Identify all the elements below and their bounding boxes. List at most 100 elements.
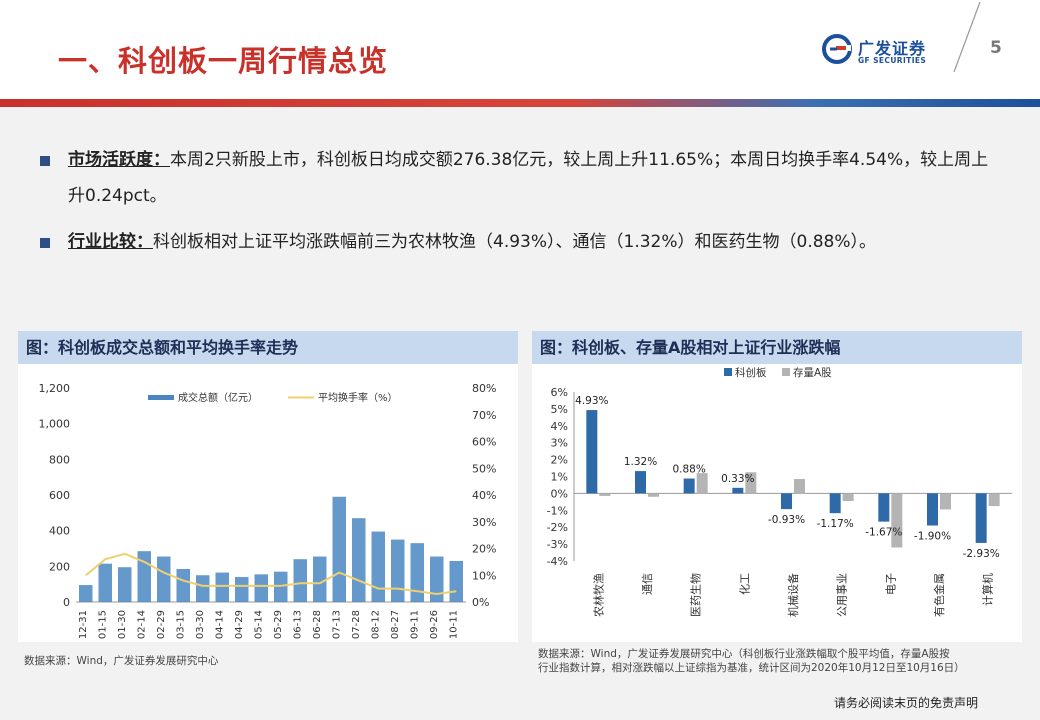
- y-right-tick-label: 0%: [472, 596, 489, 609]
- data-label: 0.33%: [721, 473, 754, 485]
- bullet-market-activity: 市场活跃度：本周2只新股上市，科创板日均成交额276.38亿元，较上周上升11.…: [40, 142, 1000, 214]
- category-label: 化工: [737, 573, 751, 595]
- turnover-bar: [293, 559, 307, 602]
- kcb-bar: [781, 493, 792, 510]
- data-label: -0.93%: [768, 514, 805, 526]
- kcb-bar: [927, 493, 938, 526]
- bullet-square-icon: [40, 238, 50, 248]
- y-right-tick-label: 10%: [472, 569, 496, 582]
- kcb-bar: [683, 478, 695, 494]
- kcb-bar: [586, 410, 598, 494]
- logo-chinese-name: 广发证券: [858, 39, 927, 58]
- bullet-body: 本周2只新股上市，科创板日均成交额276.38亿元，较上周上升11.65%；本周…: [68, 150, 989, 206]
- y-right-tick-label: 70%: [472, 409, 496, 422]
- x-tick-label: 08-27: [390, 610, 401, 639]
- header-color-bar: [0, 99, 1040, 107]
- x-tick-label: 09-11: [409, 610, 420, 639]
- gf-logo-icon: [822, 34, 852, 64]
- company-logo: 广发证券 GF SECURITIES: [822, 34, 952, 74]
- data-label: 4.93%: [575, 395, 608, 407]
- x-tick-label: 06-28: [312, 610, 323, 639]
- x-tick-label: 02-29: [156, 610, 167, 639]
- a-share-bar: [988, 493, 1000, 507]
- x-tick-label: 01-15: [97, 610, 108, 639]
- a-share-bar: [794, 479, 805, 494]
- category-label: 电子: [884, 573, 897, 595]
- data-label: 0.88%: [672, 464, 705, 476]
- category-label: 农林牧渔: [591, 573, 605, 617]
- y-tick-label: -3%: [547, 538, 568, 551]
- y-left-tick-label: 0: [63, 596, 70, 609]
- x-tick-label: 07-13: [331, 610, 342, 639]
- y-tick-label: 3%: [551, 437, 568, 450]
- bullet-text: 行业比较：科创板相对上证平均涨跌幅前三为农林牧渔（4.93%）、通信（1.32%…: [68, 224, 1000, 260]
- legend-kcb-swatch: [724, 368, 732, 376]
- a-share-bar: [745, 472, 757, 494]
- y-tick-label: 5%: [551, 403, 568, 416]
- turnover-bar: [118, 567, 132, 602]
- y-tick-label: 1%: [551, 471, 568, 484]
- y-tick-label: -1%: [547, 504, 568, 517]
- kcb-bar: [635, 471, 646, 494]
- logo-english-name: GF SECURITIES: [858, 56, 927, 65]
- turnover-bar: [235, 577, 249, 602]
- data-label: -1.17%: [817, 518, 854, 530]
- a-share-bar: [648, 493, 659, 497]
- kcb-bar: [732, 487, 744, 494]
- data-label: 1.32%: [624, 456, 657, 468]
- turnover-bar: [352, 518, 366, 602]
- a-share-bar: [599, 493, 611, 496]
- x-tick-label: 07-28: [351, 610, 362, 639]
- y-tick-label: 2%: [551, 454, 568, 467]
- bullet-square-icon: [40, 156, 50, 166]
- x-tick-label: 05-29: [273, 610, 284, 639]
- slide-title: 一、科创板一周行情总览: [58, 44, 389, 78]
- bullet-lead: 市场活跃度：: [68, 150, 170, 170]
- right-chart-source-1: 数据来源：Wind，广发证券发展研究中心（科创板行业涨跌幅取个股平均值，存量A股…: [538, 648, 950, 660]
- y-left-tick-label: 200: [49, 560, 70, 573]
- legend-turnover-label: 成交总额（亿元）: [178, 391, 258, 404]
- turnover-bar: [430, 556, 444, 602]
- bullet-industry-compare: 行业比较：科创板相对上证平均涨跌幅前三为农林牧渔（4.93%）、通信（1.32%…: [40, 224, 1000, 260]
- slide-header: 一、科创板一周行情总览 广发证券 GF SECURITIES 5: [0, 0, 1040, 100]
- a-share-bar: [696, 473, 708, 494]
- right-chart-title: 图：科创板、存量A股相对上证行业涨跌幅: [532, 331, 1022, 364]
- turnover-bar: [215, 572, 229, 602]
- y-left-tick-label: 600: [49, 489, 70, 502]
- turnover-chart: 0 200 400 600 800 1,000 1,200 0% 10% 20% 30% 40% 50%…: [39, 382, 497, 639]
- x-tick-label: 09-26: [429, 610, 440, 639]
- x-tick-label: 03-30: [195, 610, 206, 639]
- legend-a-share-label: 存量A股: [793, 366, 832, 379]
- data-label: -2.93%: [963, 548, 1000, 560]
- turnover-bar: [371, 531, 385, 602]
- turnover-bar: [313, 556, 327, 602]
- bullet-lead: 行业比较：: [68, 232, 153, 252]
- y-right-tick-label: 80%: [472, 382, 496, 395]
- bullet-body: 科创板相对上证平均涨跌幅前三为农林牧渔（4.93%）、通信（1.32%）和医药生…: [153, 232, 877, 252]
- turnover-bar: [137, 551, 151, 602]
- turnover-bar: [410, 543, 424, 602]
- right-chart-source-2: 行业指数计算，相对涨跌幅以上证综指为基准，统计区间为2020年10月12日至10…: [538, 662, 965, 674]
- kcb-bar: [975, 493, 987, 543]
- turnover-bar: [79, 585, 93, 602]
- legend-kcb-label: 科创板: [735, 366, 767, 379]
- legend-a-share-swatch: [782, 368, 790, 376]
- data-label: -1.90%: [914, 531, 951, 543]
- turnover-bar: [157, 556, 171, 602]
- legend-turnover-swatch: [148, 395, 174, 400]
- y-left-tick-label: 400: [49, 525, 70, 538]
- category-label: 有色金属: [932, 573, 946, 617]
- a-share-bar: [842, 493, 854, 502]
- y-right-tick-label: 50%: [472, 462, 496, 475]
- divider-slash: [953, 1, 981, 73]
- turnover-bar: [196, 575, 210, 602]
- y-left-tick-label: 1,000: [39, 418, 71, 431]
- left-chart-title: 图：科创板成交总额和平均换手率走势: [18, 331, 518, 364]
- kcb-bar: [829, 493, 841, 514]
- a-share-bar: [940, 493, 951, 510]
- x-tick-label: 04-29: [234, 610, 245, 639]
- disclaimer-note: 请务必阅读末页的免责声明: [834, 696, 979, 710]
- x-tick-label: 05-14: [253, 610, 264, 639]
- bullet-text: 市场活跃度：本周2只新股上市，科创板日均成交额276.38亿元，较上周上升11.…: [68, 142, 1000, 214]
- y-tick-label: 0%: [551, 487, 568, 500]
